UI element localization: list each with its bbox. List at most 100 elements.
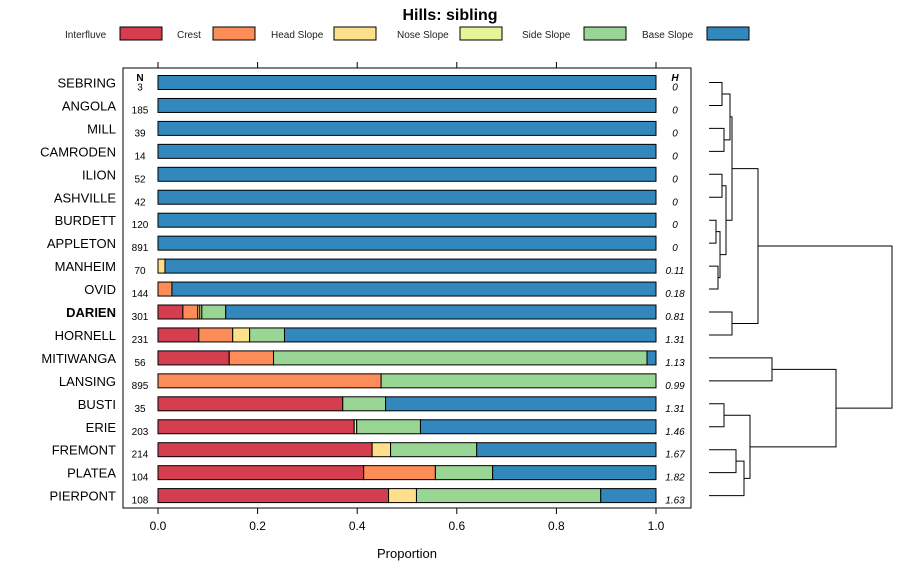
dendrogram-branch — [722, 93, 731, 141]
dendrogram-branch — [709, 82, 723, 106]
bar-segment — [157, 75, 657, 90]
legend-swatch — [583, 26, 627, 41]
x-tick-label: 0.6 — [448, 519, 465, 533]
bar-segment — [390, 442, 478, 458]
dendrogram — [709, 82, 893, 497]
h-value: 0.99 — [665, 381, 685, 392]
dendrogram-branch — [709, 173, 723, 198]
bar-segment — [342, 396, 387, 412]
legend-label: Base Slope — [642, 30, 694, 41]
bar-segment — [371, 442, 392, 458]
bar-segment — [198, 327, 234, 343]
dendrogram-branch — [724, 414, 751, 479]
n-value: 231 — [132, 335, 149, 346]
series-label: CAMRODEN — [40, 144, 116, 159]
h-value: 0.18 — [665, 289, 685, 300]
h-value: 1.31 — [665, 335, 684, 346]
h-value: 0.11 — [666, 266, 685, 277]
h-value: 0 — [672, 105, 678, 116]
bar-segment — [249, 327, 285, 343]
dendrogram-branch — [709, 460, 745, 497]
n-value: 104 — [132, 473, 149, 484]
bar-segment — [157, 488, 390, 504]
dendrogram-branch — [709, 265, 719, 290]
bar-segment — [646, 350, 657, 366]
bar-segment — [157, 350, 230, 366]
n-value: 70 — [134, 266, 146, 277]
dendrogram-branch — [720, 185, 727, 256]
dendrogram-branch — [726, 116, 733, 221]
dendrogram-branch — [758, 245, 893, 409]
bar-segment — [164, 258, 657, 274]
n-value: 144 — [132, 289, 149, 300]
legend-swatch — [333, 26, 377, 41]
bar-segment — [363, 465, 436, 481]
h-value: 1.67 — [665, 450, 685, 461]
bar-segment — [157, 281, 173, 297]
dendrogram-branch — [709, 127, 725, 152]
series-label: APPLETON — [47, 236, 116, 251]
bar-segment — [283, 327, 657, 343]
bar-segment — [415, 488, 602, 504]
n-value: 52 — [134, 174, 146, 185]
bar-segment — [157, 304, 184, 320]
bar-segment — [380, 373, 657, 389]
n-value: 3 — [137, 83, 143, 94]
h-value: 0.81 — [665, 312, 684, 323]
bar-segment — [157, 143, 657, 159]
x-tick-label: 1.0 — [648, 519, 665, 533]
x-tick-label: 0.2 — [249, 519, 266, 533]
bar-segment — [157, 396, 344, 412]
dendrogram-branch — [709, 403, 725, 428]
series-label: HORNELL — [55, 328, 116, 343]
bar-segment — [225, 304, 657, 320]
n-value: 42 — [134, 197, 146, 208]
n-value: 35 — [134, 404, 146, 415]
series-label: ANGOLA — [62, 98, 117, 113]
series-label: ERIE — [86, 420, 117, 435]
series-label: DARIEN — [66, 305, 116, 320]
h-value: 1.46 — [665, 427, 685, 438]
legend-label: Side Slope — [522, 30, 571, 41]
series-label: MANHEIM — [55, 259, 116, 274]
dendrogram-branch — [709, 311, 733, 336]
h-value: 1.82 — [665, 473, 685, 484]
h-value: 0 — [672, 128, 678, 139]
series-label: FREMONT — [52, 443, 116, 458]
series-label: MITIWANGA — [41, 351, 116, 366]
bar-segment — [228, 350, 275, 366]
series-label: ASHVILLE — [54, 190, 116, 205]
x-tick-label: 0.0 — [150, 519, 167, 533]
dendrogram-branch — [709, 449, 737, 474]
bar-segment — [157, 235, 657, 251]
n-value: 108 — [132, 496, 149, 507]
h-value: 0 — [672, 243, 678, 254]
bar-segment — [157, 258, 166, 274]
bar-segment — [182, 304, 199, 320]
h-value: 0 — [672, 83, 678, 94]
n-value: 56 — [134, 358, 146, 369]
bar-segment — [385, 396, 657, 412]
bar-segment — [157, 465, 365, 481]
legend-label: Nose Slope — [397, 30, 449, 41]
bar-segment — [476, 442, 657, 458]
dendrogram-branch — [732, 168, 759, 324]
bar-segment — [157, 442, 373, 458]
bar-segment — [600, 488, 657, 504]
x-tick-label: 0.4 — [349, 519, 366, 533]
bar-segment — [419, 419, 657, 435]
bar-segment — [171, 281, 657, 297]
h-value: 0 — [672, 174, 678, 185]
bar-segment — [356, 419, 421, 435]
bar-segment — [157, 373, 382, 389]
bar-segment — [273, 350, 648, 366]
legend-swatch — [119, 26, 163, 41]
n-value: 214 — [132, 450, 149, 461]
bar-segment — [492, 465, 657, 481]
series-label: PIERPONT — [50, 489, 117, 504]
bar-segment — [157, 120, 657, 136]
n-value: 39 — [134, 128, 146, 139]
n-value: 120 — [132, 220, 149, 231]
series-label: ILION — [82, 167, 116, 182]
series-label: BUSTI — [78, 397, 116, 412]
